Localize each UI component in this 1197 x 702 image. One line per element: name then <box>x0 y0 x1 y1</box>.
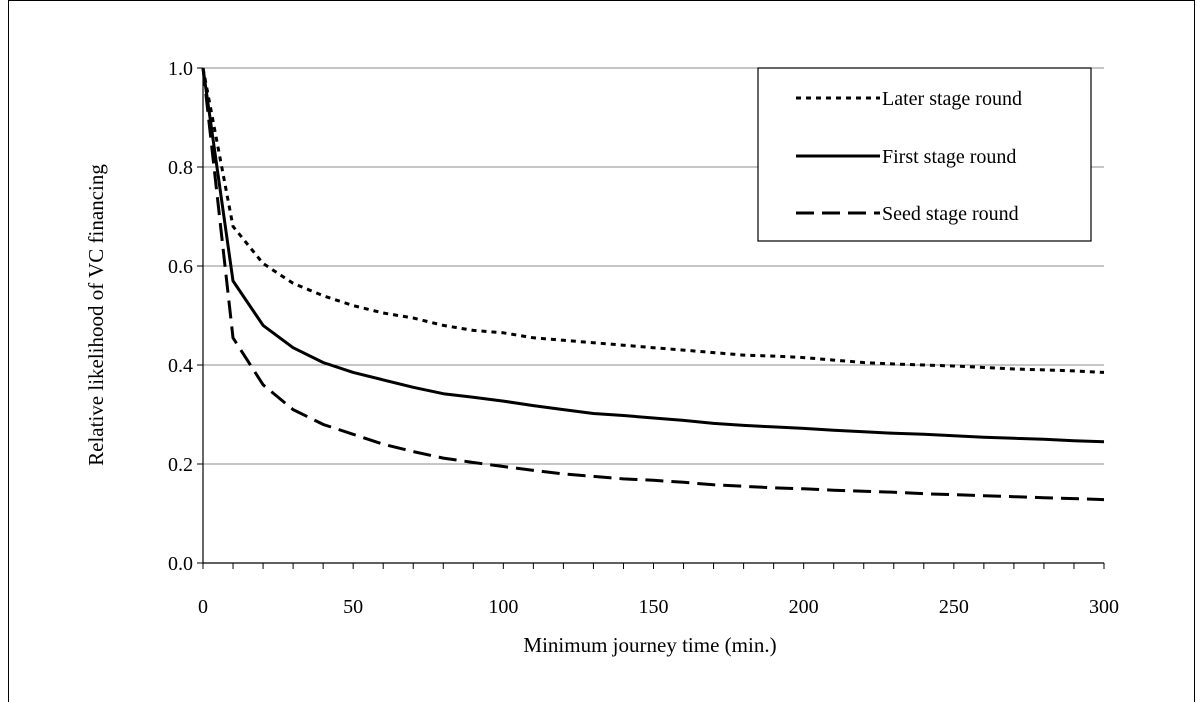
legend-label-seed: Seed stage round <box>882 203 1019 225</box>
x-tick-label: 300 <box>1089 596 1119 618</box>
x-axis-title: Minimum journey time (min.) <box>523 633 776 657</box>
series-line-dashed <box>201 67 1105 502</box>
series-lines <box>201 67 1105 502</box>
series-line-solid <box>201 67 1105 444</box>
y-tick-label: 0.6 <box>168 256 193 278</box>
x-tick-label: 0 <box>198 596 208 618</box>
x-tick-label: 200 <box>789 596 819 618</box>
y-tick-label: 0.4 <box>168 355 193 377</box>
chart-frame <box>8 0 1195 702</box>
x-tick-label: 100 <box>488 596 518 618</box>
x-tick-label: 150 <box>639 596 669 618</box>
series-line-dotted <box>201 67 1105 374</box>
legend: Later stage round First stage round Seed… <box>757 67 1092 242</box>
tick-labels: 0.0 0.2 0.4 0.6 0.8 1.0 0 50 100 150 200 250 300 <box>168 58 1119 618</box>
y-axis-title: Relative likelihood of VC financing <box>84 164 108 466</box>
y-tick-label: 0.0 <box>168 553 193 575</box>
y-tick-label: 1.0 <box>168 58 193 80</box>
legend-label-later: Later stage round <box>882 88 1022 110</box>
legend-label-first: First stage round <box>882 146 1016 168</box>
gridlines <box>203 67 1104 465</box>
axes <box>197 67 1105 569</box>
y-tick-label: 0.8 <box>168 157 193 179</box>
x-tick-label: 250 <box>939 596 969 618</box>
x-tick-label: 50 <box>343 596 363 618</box>
y-tick-label: 0.2 <box>168 454 193 476</box>
